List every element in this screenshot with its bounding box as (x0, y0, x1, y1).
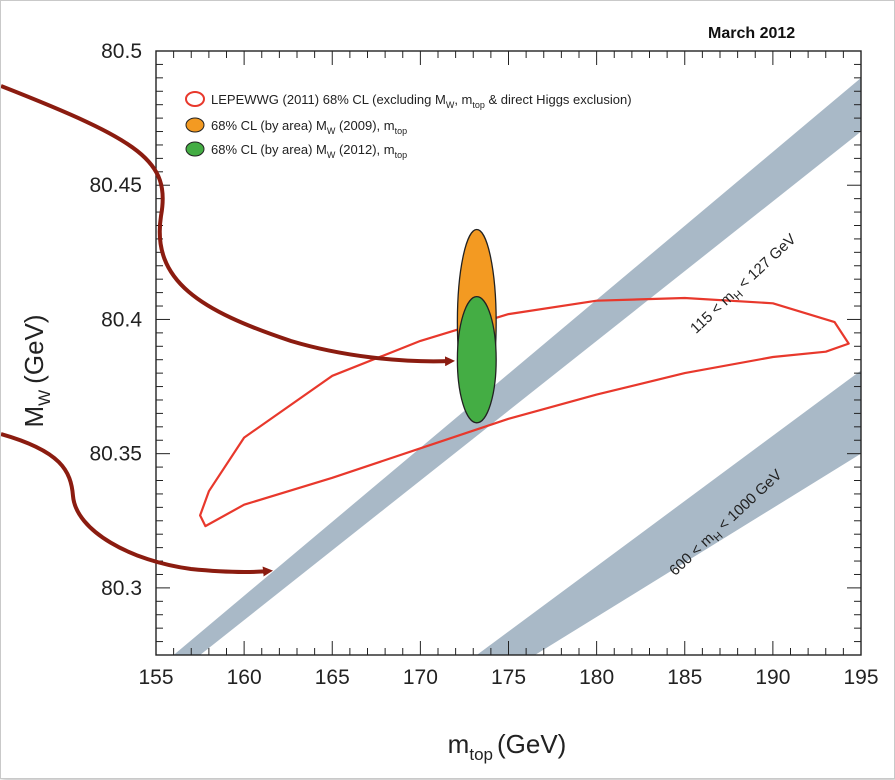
legend-label-2: 68% CL (by area) MW (2009), mtop (211, 118, 407, 136)
x-axis-title: mtop (GeV) (448, 729, 567, 764)
x-tick-label: 185 (667, 666, 702, 689)
legend-marker-2009 (185, 117, 205, 133)
x-tick-label: 160 (227, 666, 262, 689)
x-tick-label: 190 (755, 666, 790, 689)
tick-labels: 155 160 165 170 175 180 185 190 195 80.3 80.35 80.4… (89, 40, 878, 689)
y-axis-title: MW(GeV) (19, 314, 54, 427)
mw-2012-ellipse (456, 295, 497, 424)
higgs-band-2 (476, 370, 861, 655)
y-tick-label: 80.5 (101, 40, 142, 63)
y-tick-label: 80.4 (101, 308, 142, 331)
x-tick-label: 170 (403, 666, 438, 689)
plot-area (156, 51, 861, 655)
higgs-band-1 (173, 77, 861, 655)
legend-label-1: LEPEWWG (2011) 68% CL (excluding MW, mto… (211, 92, 632, 110)
legend-marker-lepewwg (185, 91, 205, 107)
higgs-mass-bands (173, 77, 861, 655)
date-label: March 2012 (708, 25, 795, 42)
x-tick-label: 180 (579, 666, 614, 689)
annotation-arrows (1, 84, 455, 577)
x-tick-label: 175 (491, 666, 526, 689)
lepewwg-ellipse (199, 296, 850, 528)
legend-marker-2012 (185, 141, 205, 157)
x-tick-label: 195 (843, 666, 878, 689)
x-tick-label: 165 (315, 666, 350, 689)
y-tick-label: 80.35 (89, 443, 142, 466)
arrow-to-band (1, 432, 273, 577)
legend: LEPEWWG (2011) 68% CL (excluding MW, mto… (185, 91, 632, 160)
arrow-to-ellipses (1, 84, 455, 367)
x-tick-label: 155 (138, 666, 173, 689)
confidence-ellipses (199, 228, 850, 528)
y-tick-label: 80.3 (101, 577, 142, 600)
legend-label-3: 68% CL (by area) MW (2012), mtop (211, 142, 407, 160)
y-tick-label: 80.45 (89, 174, 142, 197)
plot-border (155, 50, 862, 656)
